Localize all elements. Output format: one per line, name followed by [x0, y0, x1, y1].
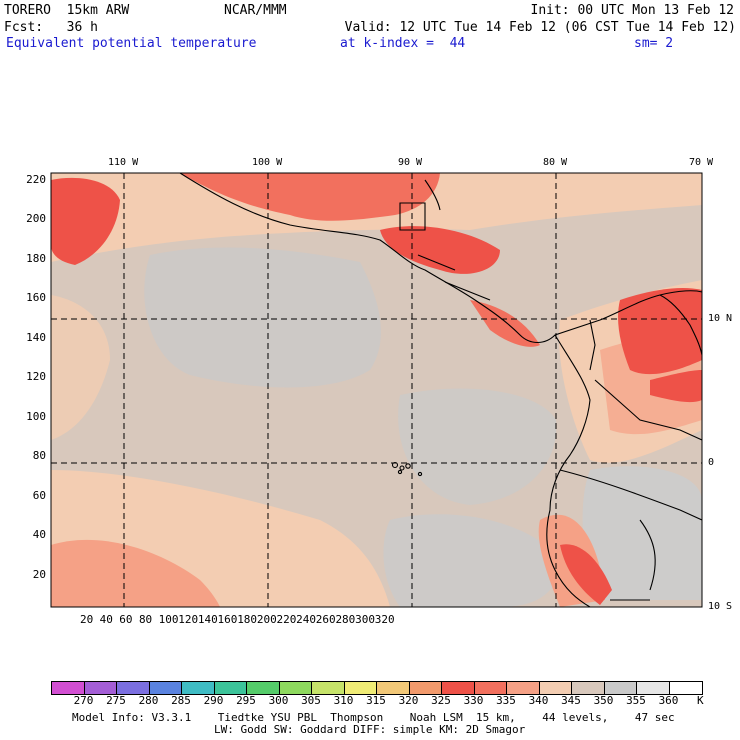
colorbar-label: 330: [463, 694, 484, 707]
colorbar-label: 315: [366, 694, 386, 707]
colorbar-swatch: [668, 681, 703, 695]
colorbar-swatch: [51, 681, 85, 695]
colorbar-label: 355: [626, 694, 646, 707]
x-tick-label: 120: [178, 613, 199, 626]
lon-label-90w: 90 W: [398, 157, 423, 168]
colorbar-swatch: [441, 681, 475, 695]
x-tick-label: 180: [237, 613, 258, 626]
x-tick-label: 40: [99, 613, 113, 626]
x-tick-label: 300: [355, 613, 375, 626]
x-tick-label: 20: [80, 613, 94, 626]
center-name: NCAR/MMM: [224, 3, 287, 18]
lon-label-100w: 100 W: [252, 157, 283, 168]
model-info-line1: Model Info: V3.3.1 Tiedtke YSU PBL Thomp…: [72, 711, 675, 724]
forecast-hour: Fcst: 36 h: [4, 20, 98, 35]
x-tick-label: 80: [138, 613, 153, 626]
colorbar-swatch: [408, 681, 442, 695]
smoothing-label: sm= 2: [634, 36, 674, 51]
colorbar-swatch: [213, 681, 247, 695]
model-name: TORERO 15km ARW: [4, 3, 130, 18]
colorbar-swatch: [246, 681, 280, 695]
x-tick-label: 160: [217, 613, 238, 626]
colorbar-swatch: [636, 681, 670, 695]
colorbar-label: 335: [496, 694, 516, 707]
colorbar-label: 290: [203, 694, 224, 707]
level-label: at k-index = 44: [340, 36, 466, 51]
colorbar-label: 275: [106, 694, 126, 707]
colorbar-swatch: [571, 681, 605, 695]
field-name: Equivalent potential temperature: [6, 36, 257, 51]
init-time: Init: 00 UTC Mon 13 Feb 12: [530, 3, 735, 18]
colorbar-swatch: [603, 681, 637, 695]
colorbar-swatch: [376, 681, 410, 695]
x-tick-label: 220: [276, 613, 297, 626]
colorbar-swatch: [343, 681, 377, 695]
lat-label-0: 0: [708, 457, 715, 468]
colorbar-unit: K: [697, 694, 704, 707]
colorbar-swatch: [181, 681, 215, 695]
colorbar-swatch: [538, 681, 572, 695]
y-tick-label: 120: [26, 370, 46, 384]
lon-label-70w: 70 W: [689, 157, 714, 168]
colorbar-swatch: [473, 681, 507, 695]
valid-time: Valid: 12 UTC Tue 14 Feb 12 (06 CST Tue …: [344, 20, 736, 35]
colorbar-swatch: [116, 681, 150, 695]
y-tick-label: 40: [32, 528, 46, 542]
x-tick-label: 140: [197, 613, 218, 626]
colorbar-label: 305: [301, 694, 321, 707]
x-tick-label: 280: [335, 613, 356, 626]
colorbar-label: 340: [528, 694, 549, 707]
y-tick-label: 180: [26, 251, 46, 265]
y-tick-label: 160: [26, 291, 46, 305]
lon-label-80w: 80 W: [543, 157, 568, 168]
lon-label-110w: 110 W: [108, 157, 139, 168]
colorbar-label: 300: [268, 694, 289, 707]
x-tick-label: 260: [315, 613, 336, 626]
x-tick-label: 200: [256, 613, 277, 626]
colorbar-label: 350: [593, 694, 614, 707]
y-tick-label: 100: [26, 409, 46, 423]
y-tick-label: 140: [26, 330, 46, 344]
colorbar-label: 310: [333, 694, 354, 707]
map-frame: [50, 172, 703, 608]
y-tick-label: 80: [32, 449, 46, 463]
lat-label-10n: 10 N: [708, 313, 733, 324]
y-tick-label: 220: [26, 173, 46, 186]
colorbar-swatch: [83, 681, 117, 695]
colorbar-swatch: [506, 681, 540, 695]
colorbar-label: 325: [431, 694, 451, 707]
x-tick-label: 60: [119, 613, 133, 626]
colorbar-label: 270: [73, 694, 94, 707]
x-tick-label: 320: [374, 613, 395, 626]
y-tick-label: 60: [32, 488, 46, 502]
x-tick-label: 100: [158, 613, 179, 626]
lat-label-10s: 10 S: [708, 601, 733, 612]
y-tick-label: 200: [26, 212, 46, 226]
y-tick-label: 20: [32, 567, 46, 581]
x-tick-label: 240: [296, 613, 317, 626]
colorbar-label: 360: [658, 694, 679, 707]
colorbar-label: 295: [236, 694, 256, 707]
theta-e-field: [51, 173, 702, 607]
colorbar-swatch: [278, 681, 312, 695]
colorbar-label: 280: [138, 694, 159, 707]
colorbar-label: 285: [171, 694, 191, 707]
colorbar-label: 345: [561, 694, 581, 707]
colorbar-swatch: [148, 681, 182, 695]
colorbar-swatch: [311, 681, 345, 695]
colorbar-label: 320: [398, 694, 419, 707]
model-info-line2: LW: Godd SW: Goddard DIFF: simple KM: 2D…: [214, 723, 526, 736]
